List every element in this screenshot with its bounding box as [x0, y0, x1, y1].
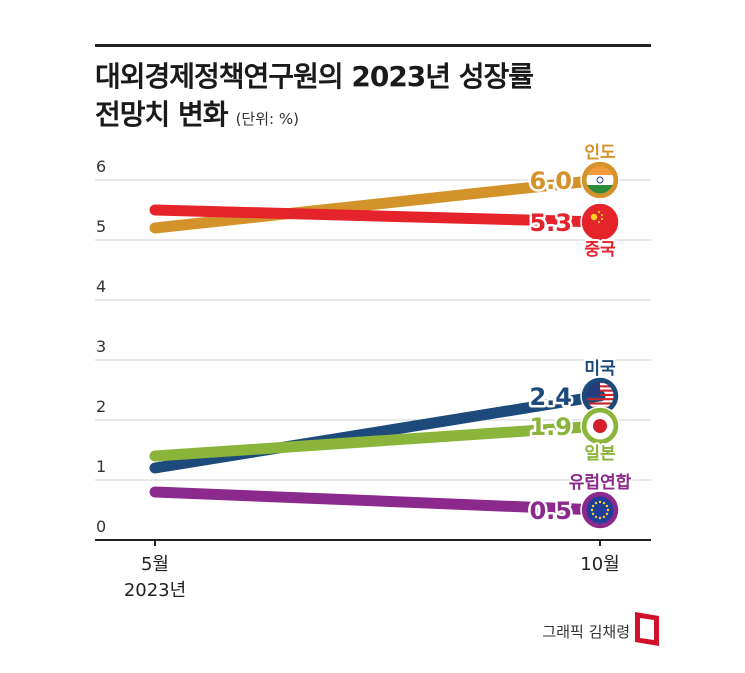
value-label-halo: 2.4 — [529, 383, 572, 411]
x-tick-label: 10월 — [580, 554, 619, 575]
series-line-china — [149, 204, 606, 228]
x-tick-year-label: 2023년 — [124, 580, 186, 601]
series-line-india — [149, 174, 606, 234]
y-tick-label: 2 — [96, 397, 106, 416]
y-tick-label: 0 — [96, 517, 106, 536]
series-name-label: 미국 — [584, 359, 616, 379]
value-label-halo: 1.9 — [529, 413, 572, 441]
series-line-eu — [149, 486, 606, 516]
series-name-halo: 중국 — [584, 240, 616, 260]
value-label: 1.9 — [529, 413, 572, 441]
value-label: 0.5 — [529, 497, 572, 525]
series-name-label: 인도 — [584, 143, 616, 163]
value-label: 6.0 — [529, 167, 572, 195]
china-flag-icon — [580, 202, 620, 242]
series-line-japan — [149, 420, 606, 462]
value-label-halo: 6.0 — [529, 167, 572, 195]
value-label-halo: 0.5 — [529, 497, 572, 525]
title-line-2-text: 전망치 변화 — [95, 98, 229, 131]
japan-flag-icon — [580, 406, 620, 446]
value-label: 5.3 — [529, 209, 572, 237]
india-flag-icon — [580, 160, 620, 200]
y-tick-label: 3 — [96, 337, 106, 356]
credit: 그래픽 김채령 — [542, 623, 630, 641]
series-name-halo: 일본 — [584, 444, 616, 464]
chart-title: 대외경제정책연구원의 2023년 성장률 전망치 변화 (단위: %) — [95, 58, 534, 138]
series-name-halo: 유럽연합 — [569, 472, 632, 493]
y-tick-label: 5 — [96, 217, 106, 236]
title-line-2: 전망치 변화 (단위: %) — [95, 96, 533, 138]
top-rule — [95, 44, 651, 47]
y-tick-label: 4 — [96, 277, 106, 296]
series-name-label: 유럽연합 — [569, 472, 632, 493]
unit-label: (단위: %) — [235, 110, 299, 128]
y-tick-label: 1 — [96, 457, 106, 476]
eu-flag-icon — [580, 490, 620, 530]
series-name-label: 중국 — [584, 240, 616, 260]
x-tick-label: 5월 — [141, 554, 169, 575]
series-name-label: 일본 — [584, 444, 616, 464]
series-name-halo: 미국 — [584, 359, 616, 379]
title-line-1: 대외경제정책연구원의 2023년 성장률 — [95, 60, 534, 93]
value-label: 2.4 — [529, 383, 572, 411]
series-name-halo: 인도 — [584, 143, 616, 163]
logo-icon — [635, 612, 659, 646]
value-label-halo: 5.3 — [529, 209, 572, 237]
y-tick-label: 6 — [96, 157, 106, 176]
